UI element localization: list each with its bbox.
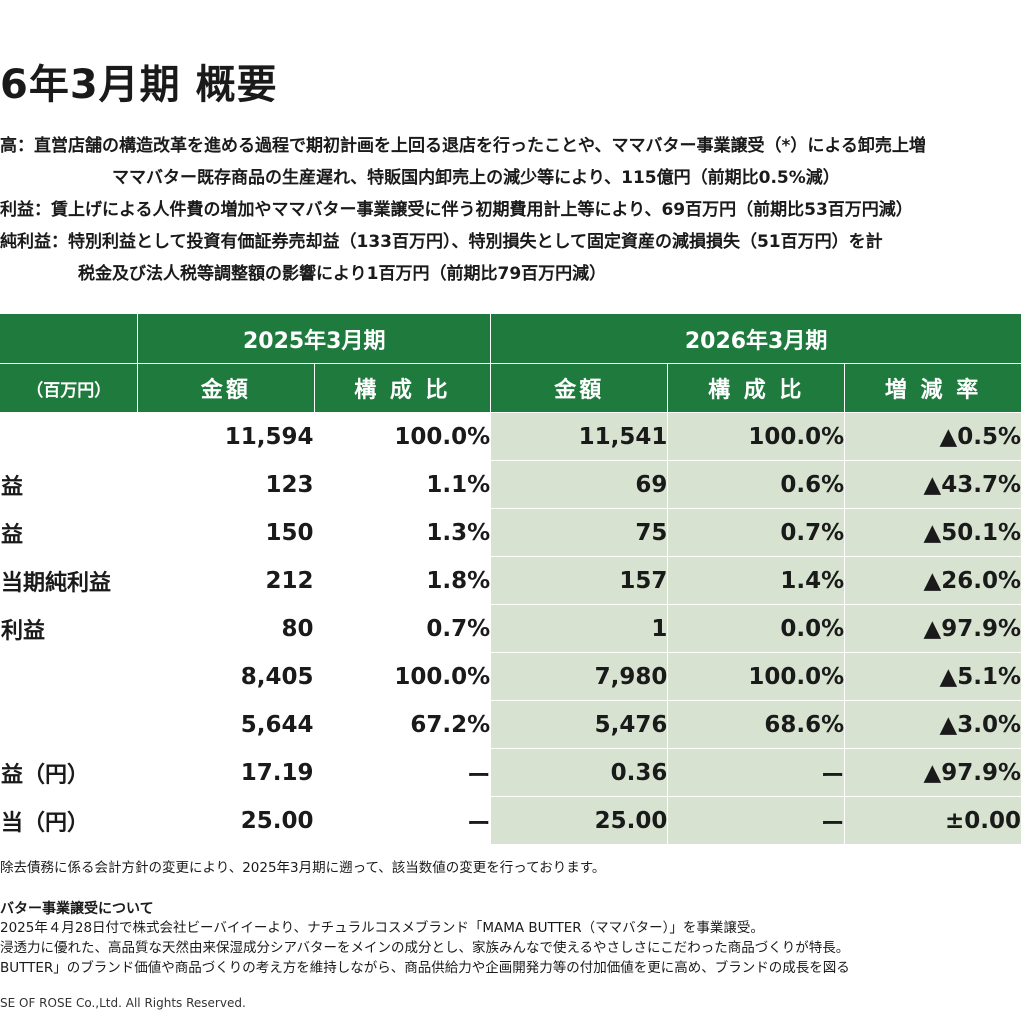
copyright-footer: SE OF ROSE Co.,Ltd. All Rights Reserved. [0,996,246,1010]
amount-2026: 75 [490,508,669,557]
col-change-rate: 増 減 率 [844,363,1022,413]
acquisition-note-line: 2025年４月28日付で株式会社ビーバイイーより、ナチュラルコスメブランド「MA… [0,920,764,936]
acquisition-note-line: BUTTER」のブランド価値や商品づくりの考え方を維持しながら、商品供給力や企画… [0,960,850,976]
summary-line-net-cont: 税金及び法人税等調整額の影響により1百万円（前期比79百万円減） [78,264,607,284]
row-label [0,652,139,701]
amount-2026: 7,980 [490,652,669,701]
table-corner-cell [0,313,139,364]
col-ratio-2025: 構 成 比 [313,363,492,413]
row-label: 益 [0,460,139,509]
table-row: 当期純利益 212 1.8% 157 1.4% ▲26.0% [0,556,1022,605]
ratio-2025: 1.1% [313,460,492,509]
amount-2025: 80 [137,604,315,653]
row-label [0,700,139,749]
acquisition-note-line: 浸透力に優れた、高品質な天然由来保湿成分シアバターをメインの成分とし、家族みんな… [0,940,850,956]
ratio-2025: 0.7% [313,604,492,653]
change-rate: ▲5.1% [844,652,1022,701]
change-rate: ▲50.1% [844,508,1022,557]
summary-line-sales-cont: ママバター既存商品の生産遅れ、特販国内卸売上の減少等により、115億円（前期比0… [112,168,840,188]
amount-2026: 157 [490,556,669,605]
row-label [0,412,139,461]
table-header-columns: （百万円） 金額 構 成 比 金額 構 成 比 増 減 率 [0,363,1022,413]
summary-line-net: 純利益：特別利益として投資有価証券売却益（133百万円）、特別損失として固定資産… [0,232,883,252]
change-rate: ▲26.0% [844,556,1022,605]
amount-2025: 150 [137,508,315,557]
table-row: 8,405 100.0% 7,980 100.0% ▲5.1% [0,652,1022,701]
page-title: 6年3月期 概要 [0,62,278,108]
amount-2025: 212 [137,556,315,605]
table-row: 益（円） 17.19 ー 0.36 ー ▲97.9% [0,748,1022,797]
col-ratio-2026: 構 成 比 [667,363,846,413]
restatement-note: 除去債務に係る会計方針の変更により、2025年3月期に遡って、該当数値の変更を行… [0,858,1024,878]
col-amount-2025: 金額 [137,363,315,413]
change-rate: ▲43.7% [844,460,1022,509]
row-label: 当（円） [0,796,139,845]
financial-summary-table: 2025年3月期 2026年3月期 （百万円） 金額 構 成 比 金額 構 成 … [0,313,1022,845]
restatement-note-text: 除去債務に係る会計方針の変更により、2025年3月期に遡って、該当数値の変更を行… [0,860,606,876]
ratio-2025: 67.2% [313,700,492,749]
summary-line-sales: 高：直営店舗の構造改革を進める過程で期初計画を上回る退店を行ったことや、ママバタ… [0,136,926,156]
table-header-periods: 2025年3月期 2026年3月期 [0,313,1022,364]
amount-2026: 5,476 [490,700,669,749]
amount-2025: 11,594 [137,412,315,461]
change-rate: ▲0.5% [844,412,1022,461]
ratio-2025: ー [313,796,492,845]
ratio-2026: 1.4% [667,556,846,605]
table-row: 益 150 1.3% 75 0.7% ▲50.1% [0,508,1022,557]
acquisition-notes: 2025年４月28日付で株式会社ビーバイイーより、ナチュラルコスメブランド「MA… [0,918,1024,978]
ratio-2026: 100.0% [667,412,846,461]
ratio-2026: 0.0% [667,604,846,653]
ratio-2025: 1.8% [313,556,492,605]
ratio-2026: ー [667,748,846,797]
amount-2026: 25.00 [490,796,669,845]
amount-2025: 123 [137,460,315,509]
amount-2026: 11,541 [490,412,669,461]
col-amount-2026: 金額 [490,363,669,413]
period-2025-header: 2025年3月期 [137,313,492,364]
summary-block: 高：直営店舗の構造改革を進める過程で期初計画を上回る退店を行ったことや、ママバタ… [0,130,1024,290]
acquisition-note-heading: バター事業譲受について [0,901,154,917]
row-label: 益 [0,508,139,557]
table-row: 11,594 100.0% 11,541 100.0% ▲0.5% [0,412,1022,461]
summary-line-operating: 利益：賃上げによる人件費の増加やママバター事業譲受に伴う初期費用計上等により、6… [0,200,913,220]
change-rate: ▲3.0% [844,700,1022,749]
ratio-2026: 0.7% [667,508,846,557]
ratio-2026: 68.6% [667,700,846,749]
ratio-2025: ー [313,748,492,797]
ratio-2025: 100.0% [313,412,492,461]
table-row: 5,644 67.2% 5,476 68.6% ▲3.0% [0,700,1022,749]
table-row: 利益 80 0.7% 1 0.0% ▲97.9% [0,604,1022,653]
ratio-2026: 100.0% [667,652,846,701]
amount-2025: 17.19 [137,748,315,797]
row-label: 益（円） [0,748,139,797]
amount-2025: 25.00 [137,796,315,845]
ratio-2025: 100.0% [313,652,492,701]
ratio-2025: 1.3% [313,508,492,557]
change-rate: ▲97.9% [844,748,1022,797]
amount-2026: 1 [490,604,669,653]
table-row: 益 123 1.1% 69 0.6% ▲43.7% [0,460,1022,509]
row-label: 当期純利益 [0,556,139,605]
change-rate: ▲97.9% [844,604,1022,653]
change-rate: ±0.00 [844,796,1022,845]
amount-2026: 69 [490,460,669,509]
period-2026-header: 2026年3月期 [490,313,1022,364]
row-label: 利益 [0,604,139,653]
table-row: 当（円） 25.00 ー 25.00 ー ±0.00 [0,796,1022,845]
ratio-2026: ー [667,796,846,845]
amount-2025: 8,405 [137,652,315,701]
amount-2026: 0.36 [490,748,669,797]
ratio-2026: 0.6% [667,460,846,509]
amount-2025: 5,644 [137,700,315,749]
unit-label: （百万円） [0,363,139,413]
